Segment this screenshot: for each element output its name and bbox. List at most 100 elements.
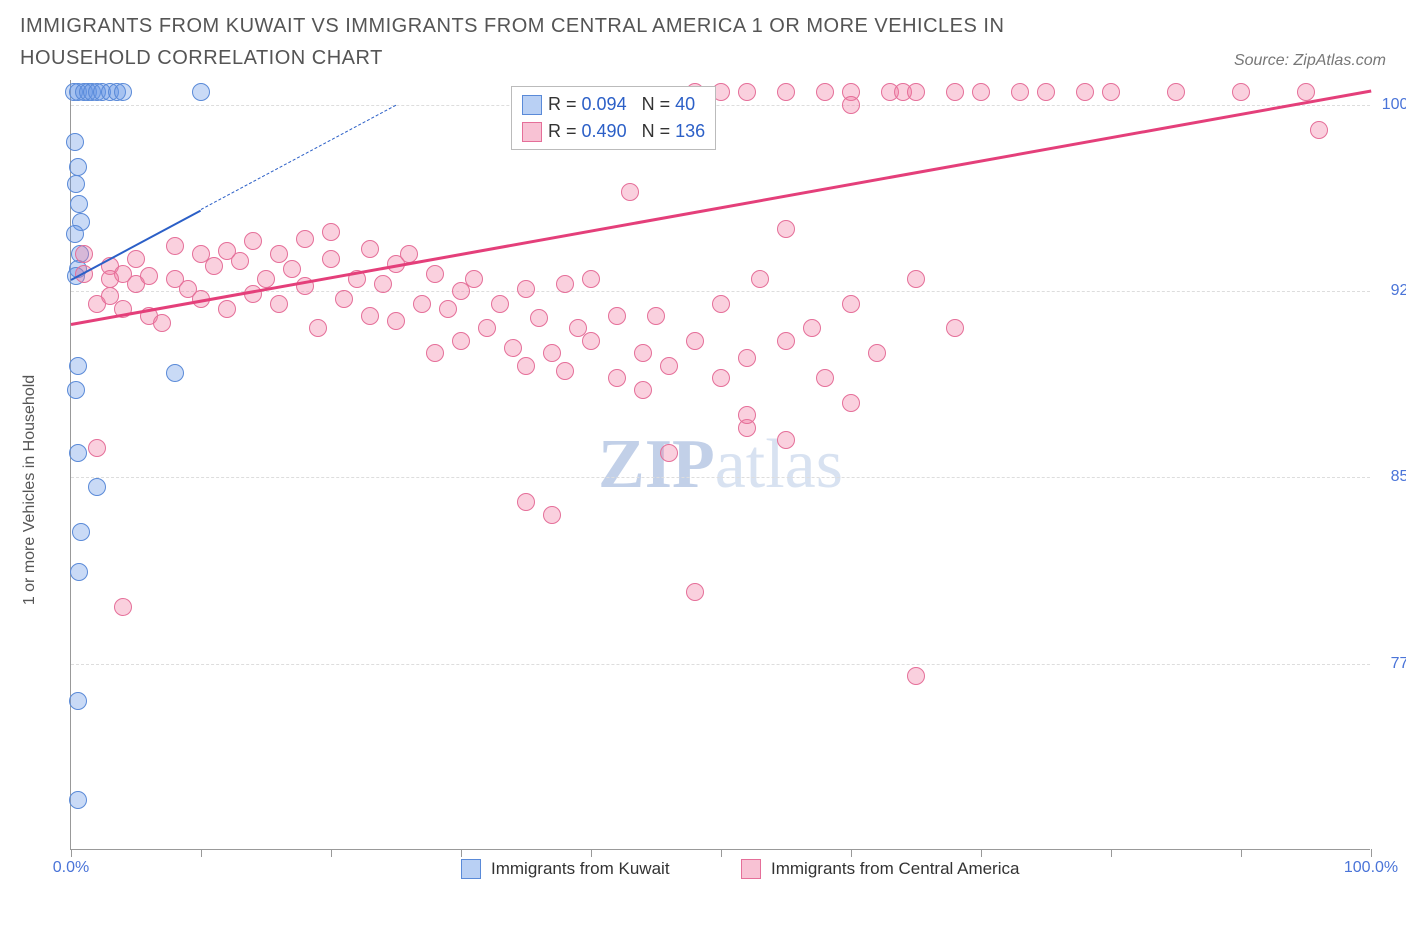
data-point-central_america <box>218 300 236 318</box>
data-point-central_america <box>634 344 652 362</box>
legend-swatch <box>461 859 481 879</box>
bottom-legend-item: Immigrants from Central America <box>741 859 1019 879</box>
data-point-kuwait <box>72 523 90 541</box>
data-point-central_america <box>738 406 756 424</box>
data-point-central_america <box>374 275 392 293</box>
data-point-central_america <box>101 270 119 288</box>
x-tick-label-right: 100.0% <box>1344 859 1398 877</box>
data-point-central_america <box>491 295 509 313</box>
data-point-central_america <box>322 250 340 268</box>
data-point-central_america <box>842 295 860 313</box>
data-point-central_america <box>777 431 795 449</box>
data-point-central_america <box>842 394 860 412</box>
legend-label: Immigrants from Kuwait <box>491 859 670 879</box>
x-tick <box>981 849 982 857</box>
plot-area: ZIPatlas 77.5%85.0%92.5%100.0%0.0%100.0%… <box>70 80 1370 850</box>
data-point-kuwait <box>69 692 87 710</box>
data-point-central_america <box>439 300 457 318</box>
data-point-central_america <box>972 83 990 101</box>
x-tick <box>461 849 462 857</box>
data-point-kuwait <box>67 381 85 399</box>
gridline-h <box>71 291 1370 292</box>
x-tick <box>851 849 852 857</box>
stats-legend-row: R = 0.094 N = 40 <box>522 91 705 118</box>
data-point-central_america <box>738 349 756 367</box>
header-row: IMMIGRANTS FROM KUWAIT VS IMMIGRANTS FRO… <box>0 0 1406 74</box>
stats-text: R = 0.094 N = 40 <box>548 91 695 118</box>
data-point-central_america <box>88 439 106 457</box>
data-point-central_america <box>556 275 574 293</box>
data-point-central_america <box>231 252 249 270</box>
data-point-kuwait <box>114 83 132 101</box>
data-point-central_america <box>517 280 535 298</box>
gridline-h <box>71 477 1370 478</box>
data-point-central_america <box>634 381 652 399</box>
legend-label: Immigrants from Central America <box>771 859 1019 879</box>
data-point-central_america <box>517 357 535 375</box>
chart-container: 1 or more Vehicles in Household ZIPatlas… <box>20 80 1386 900</box>
trend-line <box>201 105 396 210</box>
data-point-central_america <box>712 295 730 313</box>
data-point-central_america <box>1297 83 1315 101</box>
data-point-central_america <box>660 444 678 462</box>
data-point-central_america <box>504 339 522 357</box>
data-point-kuwait <box>69 444 87 462</box>
x-tick <box>721 849 722 857</box>
data-point-central_america <box>244 232 262 250</box>
data-point-central_america <box>686 332 704 350</box>
data-point-kuwait <box>192 83 210 101</box>
data-point-central_america <box>543 506 561 524</box>
data-point-central_america <box>166 237 184 255</box>
x-tick <box>71 849 72 857</box>
data-point-central_america <box>127 250 145 268</box>
data-point-central_america <box>465 270 483 288</box>
data-point-central_america <box>1310 121 1328 139</box>
stats-text: R = 0.490 N = 136 <box>548 118 705 145</box>
data-point-central_america <box>582 332 600 350</box>
y-tick-label: 85.0% <box>1391 468 1406 486</box>
data-point-central_america <box>660 357 678 375</box>
gridline-h <box>71 105 1370 106</box>
data-point-central_america <box>946 319 964 337</box>
stats-legend: R = 0.094 N = 40 R = 0.490 N = 136 <box>511 86 716 150</box>
data-point-central_america <box>257 270 275 288</box>
data-point-central_america <box>842 96 860 114</box>
data-point-central_america <box>777 83 795 101</box>
data-point-central_america <box>140 267 158 285</box>
data-point-central_america <box>1076 83 1094 101</box>
legend-swatch <box>522 95 542 115</box>
data-point-central_america <box>1102 83 1120 101</box>
data-point-central_america <box>322 223 340 241</box>
data-point-central_america <box>777 220 795 238</box>
data-point-central_america <box>413 295 431 313</box>
data-point-central_america <box>621 183 639 201</box>
gridline-h <box>71 664 1370 665</box>
data-point-central_america <box>296 230 314 248</box>
data-point-kuwait <box>66 133 84 151</box>
data-point-kuwait <box>69 791 87 809</box>
data-point-central_america <box>270 295 288 313</box>
data-point-kuwait <box>67 175 85 193</box>
watermark: ZIPatlas <box>598 425 843 505</box>
data-point-central_america <box>686 583 704 601</box>
data-point-central_america <box>803 319 821 337</box>
data-point-central_america <box>907 270 925 288</box>
data-point-central_america <box>1232 83 1250 101</box>
data-point-central_america <box>1037 83 1055 101</box>
data-point-central_america <box>309 319 327 337</box>
chart-title: IMMIGRANTS FROM KUWAIT VS IMMIGRANTS FRO… <box>20 10 1120 74</box>
y-tick-label: 92.5% <box>1391 282 1406 300</box>
data-point-central_america <box>777 332 795 350</box>
data-point-kuwait <box>69 357 87 375</box>
data-point-central_america <box>1011 83 1029 101</box>
source-label: Source: ZipAtlas.com <box>1234 52 1386 74</box>
x-tick <box>331 849 332 857</box>
watermark-bold: ZIP <box>598 426 715 503</box>
data-point-central_america <box>283 260 301 278</box>
y-axis-title: 1 or more Vehicles in Household <box>21 375 39 605</box>
data-point-central_america <box>907 83 925 101</box>
data-point-central_america <box>556 362 574 380</box>
data-point-kuwait <box>66 225 84 243</box>
x-tick-label-left: 0.0% <box>53 859 89 877</box>
data-point-central_america <box>816 369 834 387</box>
